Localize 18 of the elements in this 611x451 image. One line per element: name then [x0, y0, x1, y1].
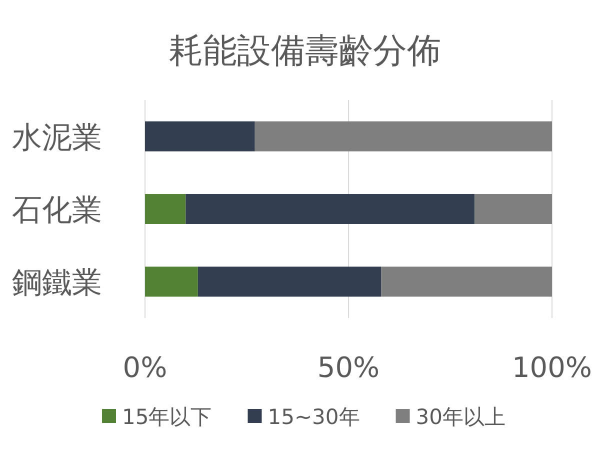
bar	[198, 266, 382, 297]
bar	[145, 194, 186, 224]
x-tick-label: 100%	[512, 351, 592, 384]
legend-label: 15~30年	[268, 405, 360, 429]
y-tick-label: 鋼鐵業	[12, 266, 102, 301]
y-tick-label: 石化業	[12, 193, 102, 228]
x-tick-label: 50%	[317, 351, 380, 384]
bar	[254, 121, 552, 152]
chart-title: 耗能設備壽齡分佈	[169, 31, 441, 71]
bar	[186, 194, 475, 224]
x-tick-label: 0%	[122, 351, 168, 384]
bar	[381, 266, 552, 297]
y-tick-label: 水泥業	[12, 120, 102, 156]
legend-label: 15年以下	[122, 405, 212, 429]
bar	[145, 121, 255, 152]
bar	[474, 194, 552, 224]
bar	[145, 266, 198, 297]
legend-label: 30年以上	[416, 405, 506, 429]
